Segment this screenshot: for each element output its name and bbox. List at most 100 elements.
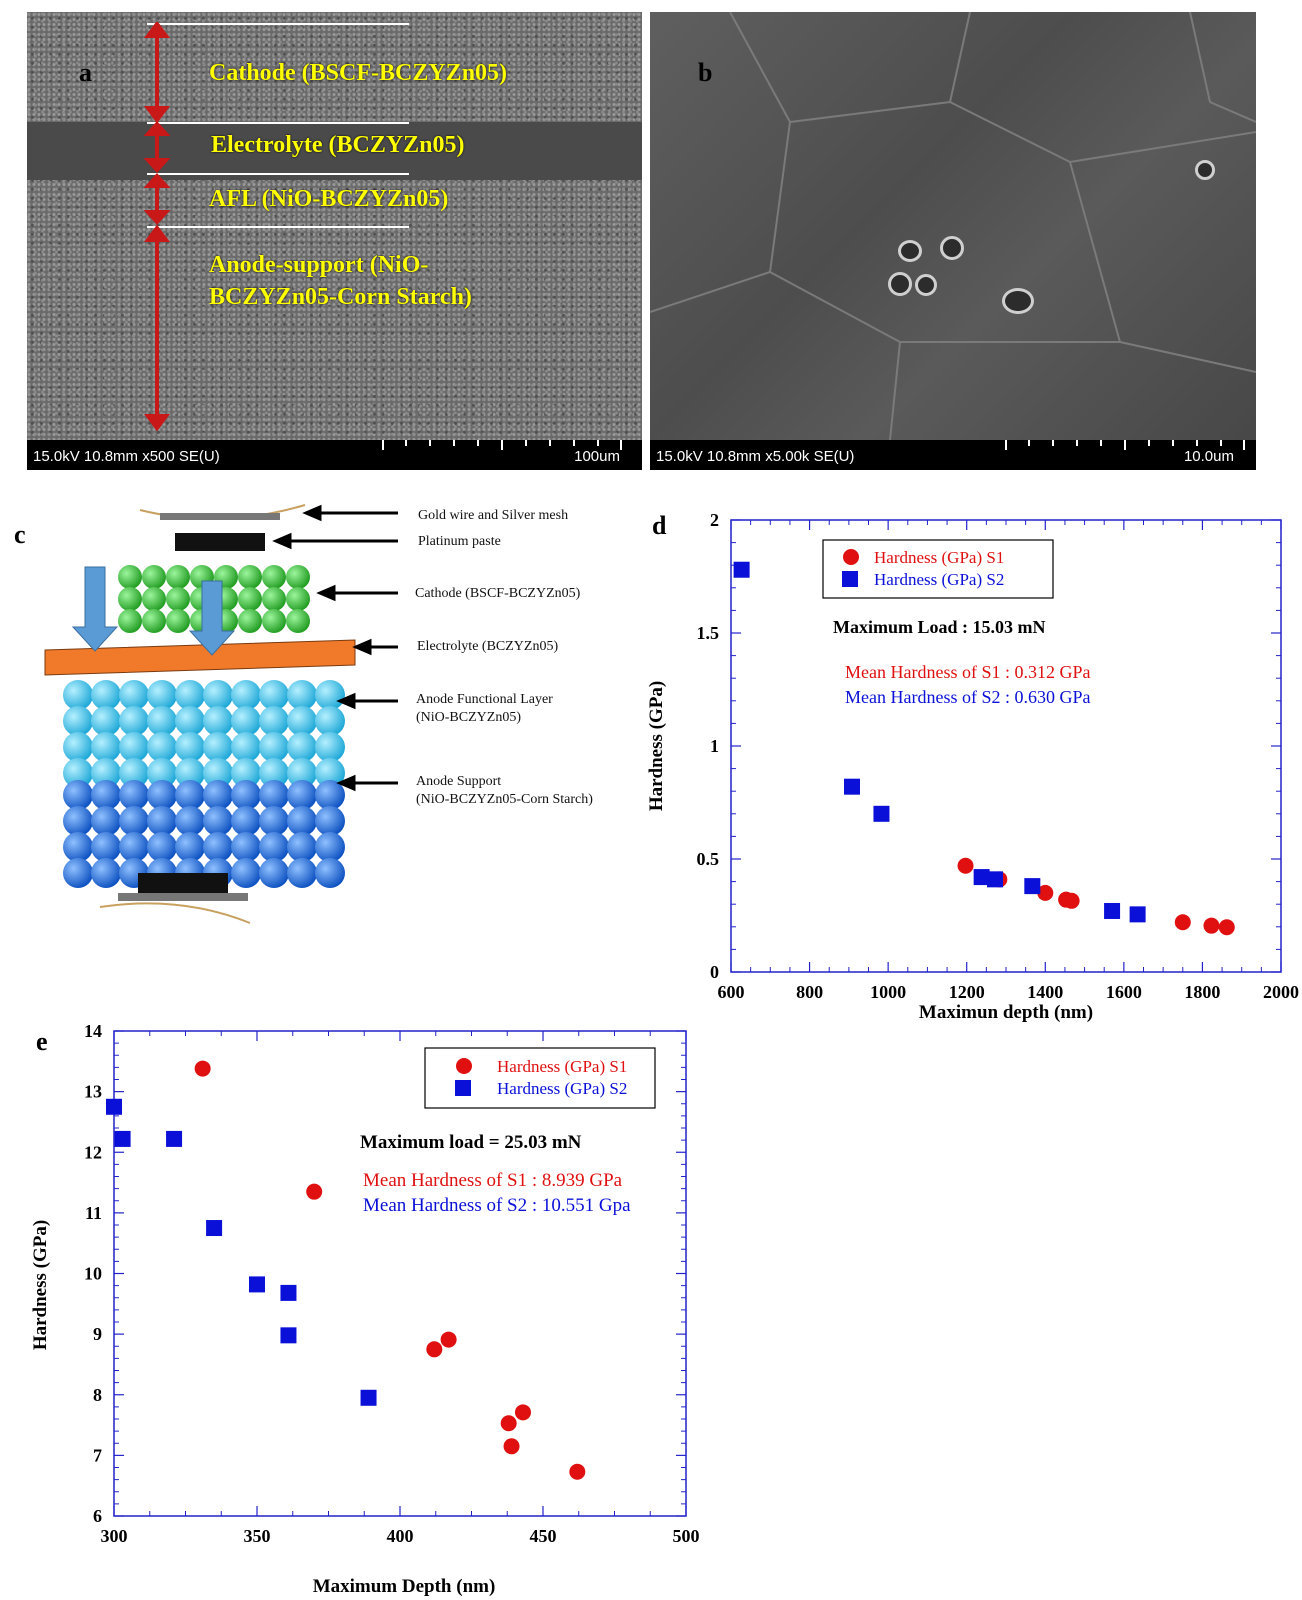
label-anode-support-1: Anode-support (NiO-: [209, 252, 429, 278]
sphere: [91, 780, 121, 810]
sphere: [315, 780, 345, 810]
sphere: [118, 587, 142, 611]
sphere: [315, 732, 345, 762]
x-tick-label: 350: [244, 1526, 271, 1546]
boundary-line: [147, 226, 409, 228]
data-point-s1: [1037, 884, 1054, 901]
annotation-mean-s1: Mean Hardness of S1 : 8.939 GPa: [363, 1170, 623, 1191]
cell-schematic: c Gold wir: [0, 495, 640, 955]
sphere: [147, 780, 177, 810]
label-support-2: (NiO-BCZYZn05-Corn Starch): [416, 792, 593, 807]
sphere: [286, 609, 310, 633]
data-point-s1: [569, 1463, 586, 1480]
label-afl-2: (NiO-BCZYZn05): [416, 710, 521, 725]
sphere: [231, 780, 261, 810]
sphere: [203, 680, 233, 710]
data-point-s1: [1063, 892, 1080, 909]
data-point-s2: [166, 1130, 183, 1147]
data-point-s1: [503, 1438, 520, 1455]
sphere: [142, 587, 166, 611]
axis-ticks: 600 800 1000 1200 1400 1600 1800 2000 0 0.5 1 1.5 2: [697, 510, 1300, 1002]
pore: [915, 274, 937, 296]
scale-label: 10.0um: [1183, 448, 1234, 465]
sphere: [259, 832, 289, 862]
data-point-s2: [106, 1098, 122, 1115]
sphere: [203, 706, 233, 736]
panel-letter-d: d: [652, 511, 667, 540]
x-tick-label: 500: [673, 1526, 700, 1546]
y-tick-label: 0.5: [697, 849, 720, 869]
data-point-s2: [249, 1276, 265, 1293]
platinum-paste-bottom-icon: [138, 873, 228, 893]
y-axis-label: Hardness (GPa): [646, 681, 667, 811]
legend-marker-s2: [842, 571, 858, 587]
sphere: [119, 732, 149, 762]
sphere: [63, 832, 93, 862]
sphere: [287, 706, 317, 736]
sphere: [231, 806, 261, 836]
data-point-s2: [280, 1327, 297, 1344]
annotation-max-load: Maximum Load : 15.03 mN: [833, 617, 1046, 637]
axis-ticks: 300 350 400 450 500 6 7 8 9 10 11 12 13 14: [84, 1021, 700, 1546]
sphere: [262, 609, 286, 633]
sphere: [147, 732, 177, 762]
data-point-s2: [360, 1389, 377, 1406]
legend-marker-s1: [456, 1058, 472, 1074]
x-tick-label: 400: [387, 1526, 414, 1546]
sphere: [315, 858, 345, 888]
sphere: [259, 858, 289, 888]
y-tick-label: 14: [84, 1021, 102, 1041]
sem-info-text: 15.0kV 10.8mm x5.00k SE(U): [656, 448, 855, 465]
sphere: [166, 565, 190, 589]
sphere: [166, 587, 190, 611]
sphere: [231, 706, 261, 736]
label-support-1: Anode Support: [416, 774, 502, 789]
sphere: [91, 706, 121, 736]
sphere: [315, 680, 345, 710]
data-point-s2: [114, 1130, 131, 1147]
sphere: [287, 680, 317, 710]
sem-info-text: 15.0kV 10.8mm x500 SE(U): [33, 448, 220, 465]
sphere: [175, 680, 205, 710]
sphere: [315, 832, 345, 862]
support-spheres: [63, 780, 345, 888]
sphere: [231, 680, 261, 710]
sphere: [119, 758, 149, 788]
data-point-s2: [1104, 902, 1121, 919]
sphere: [259, 680, 289, 710]
x-axis-label: Maximum Depth (nm): [313, 1576, 496, 1597]
sem-image-a: a Cathode (BSCF-BCZYZn05) Electrolyte (B…: [27, 12, 642, 470]
legend-s1: Hardness (GPa) S1: [497, 1057, 627, 1076]
data-point-s1: [440, 1331, 457, 1348]
sphere: [231, 732, 261, 762]
sphere: [142, 565, 166, 589]
sphere: [259, 758, 289, 788]
sphere: [287, 806, 317, 836]
sphere: [287, 732, 317, 762]
legend: Hardness (GPa) S1 Hardness (GPa) S2: [424, 1047, 656, 1109]
sphere: [63, 732, 93, 762]
data-point-s2: [206, 1220, 223, 1237]
sphere: [91, 732, 121, 762]
y-tick-label: 6: [93, 1506, 102, 1526]
sphere: [63, 780, 93, 810]
data-point-s1: [500, 1415, 517, 1432]
silver-mesh-icon: [160, 513, 280, 520]
sphere: [175, 732, 205, 762]
x-tick-label: 1200: [949, 982, 985, 1002]
y-tick-label: 13: [84, 1082, 102, 1102]
y-tick-label: 12: [84, 1142, 102, 1162]
sphere: [91, 758, 121, 788]
sphere: [287, 832, 317, 862]
sphere: [286, 587, 310, 611]
sphere: [119, 680, 149, 710]
data-point-s2: [280, 1284, 297, 1301]
data-point-s2: [987, 871, 1003, 888]
pore: [1195, 160, 1215, 180]
gold-wire-bottom-icon: [99, 902, 251, 924]
sphere: [315, 806, 345, 836]
sphere: [259, 780, 289, 810]
sphere: [166, 609, 190, 633]
platinum-paste-icon: [175, 533, 265, 551]
sphere: [63, 858, 93, 888]
